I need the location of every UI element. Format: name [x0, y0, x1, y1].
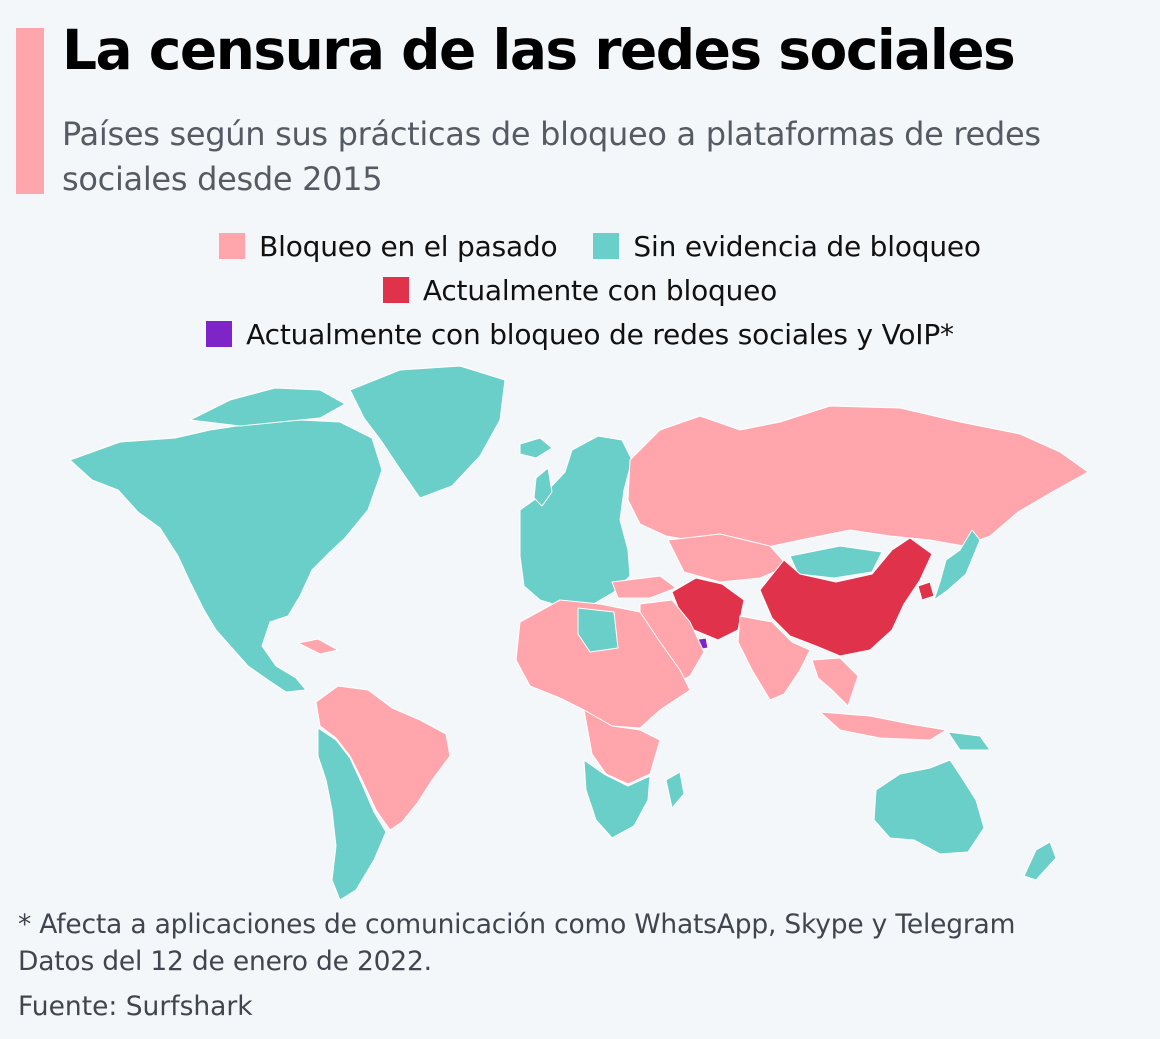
region-japan [933, 529, 981, 601]
legend-row: Actualmente con bloqueo de redes sociale… [0, 312, 1160, 356]
region-mongolia [789, 545, 883, 579]
region-arctic-islands [189, 387, 346, 427]
page-title: La censura de las redes sociales [62, 18, 1016, 82]
region-cuba [297, 638, 339, 655]
region-south-america-past [315, 685, 451, 831]
region-greenland [349, 365, 506, 499]
world-map [69, 365, 1089, 901]
region-madagascar [665, 771, 685, 809]
legend-row: Bloqueo en el pasado Sin evidencia de bl… [40, 224, 1160, 268]
region-china [759, 537, 933, 657]
region-papua [947, 731, 991, 751]
legend-item-current-block: Actualmente con bloqueo [382, 273, 778, 307]
footnote-date: Datos del 12 de enero de 2022. [18, 946, 432, 977]
region-uk [533, 467, 553, 507]
region-north-america [69, 419, 383, 693]
legend-row: Actualmente con bloqueo [0, 268, 1160, 312]
legend-label-current-block: Actualmente con bloqueo [422, 273, 778, 307]
region-russia [627, 405, 1089, 551]
source-credit: Fuente: Surfshark [18, 991, 253, 1022]
region-europe [519, 435, 633, 609]
region-southeast-asia [811, 657, 859, 707]
footnote-voip: * Afecta a aplicaciones de comunicación … [18, 909, 1016, 940]
accent-bar [16, 28, 44, 194]
legend-label-past-block: Bloqueo en el pasado [259, 229, 558, 263]
region-indonesia [819, 711, 947, 741]
legend-item-current-block-voip: Actualmente con bloqueo de redes sociale… [206, 318, 954, 351]
legend-item-past-block: Bloqueo en el pasado [219, 229, 558, 263]
region-india [737, 615, 811, 701]
page-subtitle: Países según sus prácticas de bloqueo a … [62, 115, 1041, 198]
legend-item-no-evidence: Sin evidencia de bloqueo [593, 229, 981, 263]
legend-swatch-past-block [219, 233, 246, 259]
region-africa-north [515, 599, 691, 729]
region-north-korea [917, 581, 935, 601]
legend-label-no-evidence: Sin evidencia de bloqueo [633, 229, 981, 263]
region-australia [873, 759, 985, 855]
legend-label-current-block-voip: Actualmente con bloqueo de redes sociale… [246, 317, 954, 351]
region-turkey [611, 575, 677, 599]
region-libya [577, 607, 619, 653]
region-africa-south [583, 759, 651, 839]
region-iceland [519, 437, 553, 459]
region-new-zealand [1023, 841, 1057, 881]
region-south-america-west [317, 727, 387, 901]
region-africa-central [583, 709, 661, 785]
footnotes: * Afecta a aplicaciones de comunicación … [18, 906, 1148, 1025]
legend-swatch-current-block-voip [206, 321, 233, 347]
legend-swatch-current-block [382, 277, 409, 303]
legend-swatch-no-evidence [593, 233, 620, 259]
legend: Bloqueo en el pasado Sin evidencia de bl… [0, 224, 1160, 356]
